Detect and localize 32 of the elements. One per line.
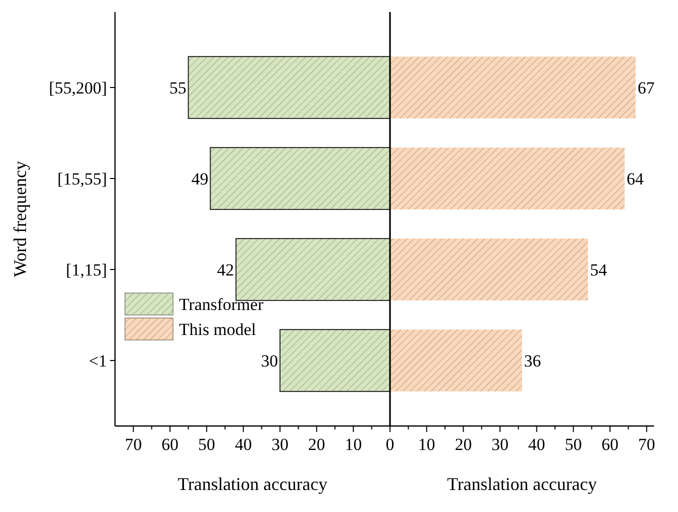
y-tick-label: [1,15]	[66, 260, 107, 280]
x-axis-title: Translation accuracy	[178, 474, 328, 494]
x-tick-label: 60	[602, 435, 618, 454]
y-tick-label: [55,200]	[48, 78, 107, 98]
data-label: 55	[169, 78, 186, 98]
x-tick-label: 30	[492, 435, 508, 454]
data-label: 67	[638, 78, 656, 98]
x-tick-label: 60	[162, 435, 178, 454]
data-label: 30	[261, 351, 278, 370]
x-axis-title: Translation accuracy	[447, 474, 597, 494]
x-tick-label: 10	[418, 435, 436, 454]
y-tick-label: <1	[88, 351, 107, 370]
x-tick-label: 70	[124, 435, 142, 454]
data-label: 64	[626, 169, 644, 188]
x-tick-label: 30	[272, 435, 288, 454]
x-tick-label: 0	[386, 435, 394, 454]
x-tick-label: 70	[638, 435, 656, 454]
x-tick-label: 40	[234, 435, 252, 454]
data-label: 54	[590, 260, 608, 280]
x-tick-label: 20	[454, 435, 472, 454]
x-tick-label: 50	[198, 435, 216, 454]
x-tick-label: 40	[528, 435, 546, 454]
data-label: 36	[524, 351, 541, 370]
y-axis-title: Word frequency	[10, 161, 30, 277]
x-tick-label: 20	[308, 435, 326, 454]
legend-label: Transformer	[179, 294, 264, 314]
x-tick-label: 50	[564, 435, 582, 454]
y-tick-label: [15,55]	[57, 169, 107, 188]
data-label: 49	[191, 169, 208, 188]
data-label: 42	[217, 260, 234, 280]
legend-label: This model	[179, 320, 256, 339]
x-tick-label: 10	[344, 435, 362, 454]
